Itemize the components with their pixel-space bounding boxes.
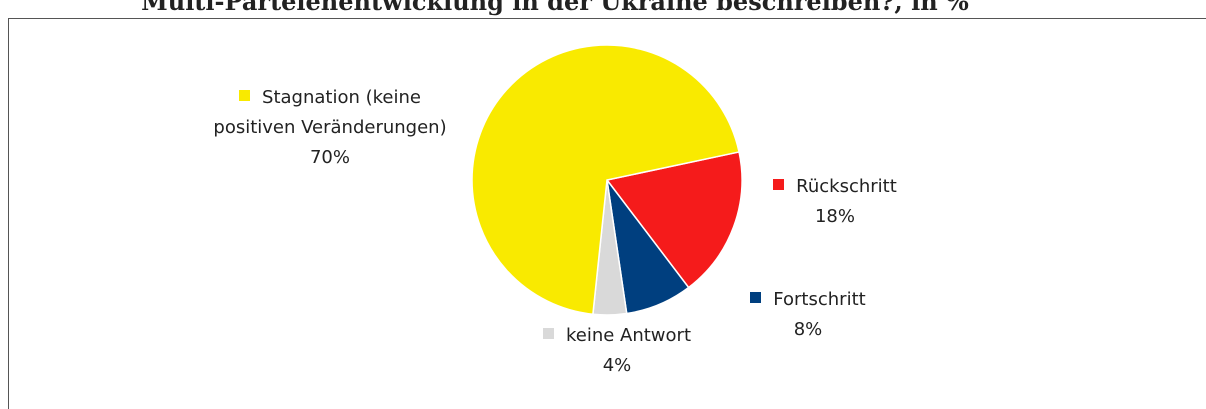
legend-marker — [542, 328, 554, 339]
chart-frame — [8, 18, 1206, 409]
slice-label: Stagnation (keine positiven Veränderunge… — [205, 83, 455, 173]
value-label: 70% — [309, 147, 350, 168]
slice-label: Fortschritt 8% — [708, 285, 908, 345]
legend-marker — [239, 90, 251, 101]
pie-slice — [471, 44, 740, 316]
value-label: 8% — [793, 319, 823, 340]
value-label: 18% — [814, 206, 855, 227]
category-label: Fortschritt — [773, 289, 866, 310]
legend-marker — [773, 179, 785, 190]
chart-title: Multi-Parteienentwicklung in der Ukraine… — [141, 0, 969, 16]
legend-marker — [750, 292, 762, 303]
slice-label: Rückschritt 18% — [735, 172, 935, 232]
slice-label: keine Antwort 4% — [507, 321, 727, 381]
pie-slice — [605, 151, 743, 289]
category-label: Stagnation (keine positiven Veränderunge… — [213, 87, 447, 138]
value-label: 4% — [602, 355, 632, 376]
category-label: keine Antwort — [565, 325, 692, 346]
category-label: Rückschritt — [796, 176, 897, 197]
